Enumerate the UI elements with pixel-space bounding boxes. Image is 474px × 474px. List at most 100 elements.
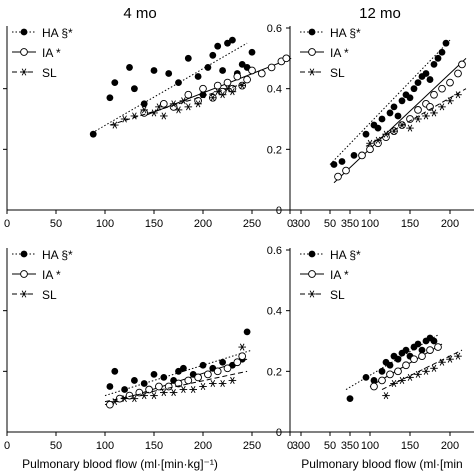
x-tick-label: 100 — [96, 218, 114, 230]
data-point — [390, 127, 398, 135]
data-point — [233, 72, 242, 81]
data-point — [194, 373, 202, 382]
data-point — [398, 376, 406, 384]
data-point — [366, 139, 374, 147]
data-point — [430, 109, 438, 117]
data-point — [394, 367, 402, 376]
data-point — [358, 151, 366, 160]
data-point — [430, 337, 438, 345]
x-tick-label: 150 — [145, 218, 163, 230]
data-point — [338, 158, 346, 165]
data-point — [394, 355, 402, 363]
data-point — [434, 343, 442, 351]
data-point — [267, 63, 276, 72]
data-point — [386, 109, 394, 117]
data-point — [164, 382, 173, 391]
data-point — [126, 64, 133, 71]
data-point — [184, 103, 193, 111]
data-point — [179, 386, 188, 394]
data-point — [140, 106, 148, 114]
data-point — [131, 377, 138, 384]
data-point — [426, 346, 434, 354]
legend-marker-1 — [308, 48, 316, 56]
data-point — [150, 370, 158, 378]
data-point — [238, 82, 246, 90]
data-point — [386, 370, 394, 379]
data-point — [374, 124, 382, 132]
data-point — [414, 370, 422, 378]
legend-label-1: IA * — [330, 46, 349, 60]
data-point — [418, 346, 426, 354]
data-point — [414, 79, 422, 86]
data-point — [410, 355, 418, 364]
data-point — [199, 361, 207, 369]
data-point — [458, 60, 466, 69]
data-point — [446, 78, 454, 87]
data-point — [209, 51, 217, 59]
legend-marker-2 — [308, 68, 316, 76]
data-point — [155, 382, 163, 391]
data-point — [342, 166, 350, 175]
data-point — [422, 70, 430, 77]
x-tick-label: 50 — [50, 218, 62, 230]
series-2: SL — [12, 66, 248, 129]
x-tick-label: 200 — [194, 218, 212, 230]
legend-marker-1 — [308, 270, 316, 278]
legend-label-0: HA §* — [42, 248, 73, 262]
panel-title: 4 mo — [123, 5, 156, 22]
data-point — [111, 121, 119, 129]
y-tick-label: 0.4 — [267, 84, 282, 96]
data-point — [155, 103, 163, 111]
data-point — [106, 400, 114, 409]
data-point — [199, 382, 207, 391]
data-point — [390, 103, 398, 111]
data-point — [120, 115, 129, 123]
data-point — [145, 385, 153, 394]
data-point — [334, 172, 342, 181]
data-point — [120, 395, 129, 403]
legend-label-2: SL — [330, 66, 345, 80]
data-point — [179, 97, 188, 105]
data-point — [140, 100, 148, 108]
data-point — [394, 112, 402, 120]
data-point — [238, 352, 247, 361]
data-point — [434, 54, 442, 62]
data-point — [150, 392, 158, 400]
data-point — [228, 88, 237, 96]
data-point — [175, 367, 182, 375]
data-point — [223, 78, 232, 87]
panel-12mo-top: 12 mo 0 50 100 150 200 0 0.2 0.4 0.6 HA §* IA * SL — [267, 5, 474, 230]
data-point — [414, 115, 422, 123]
series-0: HA §* — [12, 26, 256, 138]
data-point — [422, 112, 430, 120]
x-tick-label: 350 — [341, 440, 359, 452]
data-point — [131, 85, 138, 93]
data-point — [199, 91, 207, 99]
data-point — [446, 97, 454, 105]
data-point — [402, 346, 410, 354]
data-point — [89, 130, 97, 138]
legend-marker-0 — [20, 28, 28, 36]
series-2: SL — [12, 288, 248, 406]
x-tick-label: 200 — [441, 218, 459, 230]
data-point — [233, 358, 242, 367]
fit-line-1 — [333, 57, 467, 184]
data-point — [414, 340, 422, 348]
data-point — [438, 84, 446, 93]
data-point — [130, 112, 139, 120]
data-point — [228, 376, 237, 384]
data-point — [238, 61, 246, 68]
data-point — [430, 364, 438, 372]
fit-line-2 — [365, 88, 467, 147]
legend-label-2: SL — [42, 66, 57, 80]
data-point — [194, 73, 202, 80]
legend-label-0: HA §* — [330, 248, 361, 262]
data-point — [213, 88, 222, 96]
legend-label-0: HA §* — [42, 26, 73, 40]
data-point — [223, 85, 232, 93]
legend-label-0: HA §* — [330, 26, 361, 40]
series-1: IA * — [300, 46, 467, 184]
data-point — [169, 100, 178, 108]
x-tick-label: 200 — [194, 440, 212, 452]
